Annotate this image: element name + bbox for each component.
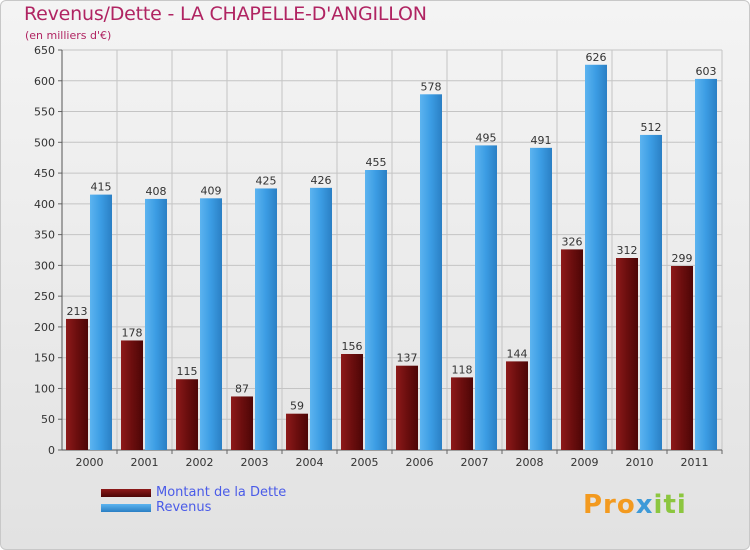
x-tick-label-2008: 2008 — [516, 456, 544, 469]
logo-part-2: x — [635, 490, 654, 520]
label-revenus-2008: 491 — [531, 134, 552, 147]
y-tick-label: 200 — [34, 321, 55, 334]
label-dette-2004: 59 — [290, 400, 304, 413]
bar-dette-2004 — [286, 413, 308, 450]
legend-swatch-revenus — [101, 504, 151, 512]
bar-dette-2009 — [561, 249, 583, 450]
label-dette-2001: 178 — [122, 326, 143, 339]
axes: 0 50 100 150 200 250 300 350 400 450 500 550 600 650 2… — [34, 44, 723, 469]
x-tick-label-2001: 2001 — [131, 456, 159, 469]
bar-revenus-2004 — [310, 187, 332, 450]
bar-revenus-2002 — [200, 198, 222, 450]
label-dette-2010: 312 — [617, 244, 638, 257]
bar-dette-2007 — [451, 377, 473, 450]
label-revenus-2003: 425 — [256, 174, 277, 187]
grid-lines — [61, 49, 723, 451]
bar-dette-2002 — [176, 379, 198, 450]
logo-part-1: Pro — [583, 490, 636, 520]
bar-dette-2011 — [671, 266, 693, 450]
y-tick-label: 400 — [34, 198, 55, 211]
y-tick-label: 650 — [34, 44, 55, 57]
x-tick-label-2005: 2005 — [351, 456, 379, 469]
y-tick-label: 350 — [34, 229, 55, 242]
proxiti-logo: Proxiti — [583, 490, 687, 520]
y-tick-label: 250 — [34, 290, 55, 303]
legend-label-revenus: Revenus — [156, 500, 212, 515]
label-dette-2003: 87 — [235, 382, 249, 395]
bar-dette-2000 — [66, 318, 88, 450]
bar-revenus-2003 — [255, 188, 277, 450]
bar-revenus-2000 — [90, 194, 112, 450]
y-tick-label: 50 — [41, 413, 55, 426]
label-dette-2011: 299 — [672, 252, 693, 265]
x-tick-label-2003: 2003 — [241, 456, 269, 469]
bar-revenus-2009 — [585, 64, 607, 451]
bar-dette-2003 — [231, 396, 253, 450]
chart-subtitle: (en milliers d'€) — [25, 29, 112, 42]
y-tick-label: 0 — [48, 444, 55, 457]
y-tick-label: 500 — [34, 136, 55, 149]
y-tick-label: 550 — [34, 106, 55, 119]
x-tick-label-2002: 2002 — [186, 456, 214, 469]
y-tick-label: 150 — [34, 352, 55, 365]
logo-part-3: iti — [653, 490, 687, 520]
label-revenus-2005: 455 — [366, 156, 387, 169]
label-dette-2000: 213 — [67, 305, 88, 318]
y-tick-label: 300 — [34, 259, 55, 272]
label-revenus-2009: 626 — [586, 51, 607, 64]
chart-title: Revenus/Dette - LA CHAPELLE-D'ANGILLON — [24, 3, 427, 25]
label-revenus-2004: 426 — [311, 174, 332, 187]
y-tick-label: 450 — [34, 167, 55, 180]
label-dette-2009: 326 — [562, 235, 583, 248]
legend-swatch-dette — [101, 489, 151, 497]
bar-revenus-2005 — [365, 170, 387, 450]
bars — [66, 64, 717, 451]
x-tick-label-2000: 2000 — [76, 456, 104, 469]
label-revenus-2011: 603 — [696, 65, 717, 78]
bar-revenus-2011 — [695, 78, 717, 450]
label-dette-2008: 144 — [507, 347, 528, 360]
x-tick-label-2011: 2011 — [681, 456, 709, 469]
label-dette-2005: 156 — [342, 340, 363, 353]
bar-revenus-2006 — [420, 94, 442, 451]
bar-dette-2006 — [396, 365, 418, 450]
bar-dette-2010 — [616, 258, 638, 450]
bar-revenus-2007 — [475, 145, 497, 450]
label-revenus-2007: 495 — [476, 131, 497, 144]
bar-dette-2001 — [121, 340, 143, 450]
y-tick-label: 100 — [34, 382, 55, 395]
x-tick-label-2009: 2009 — [571, 456, 599, 469]
bar-revenus-2001 — [145, 198, 167, 450]
label-dette-2002: 115 — [177, 365, 198, 378]
label-revenus-2002: 409 — [201, 184, 222, 197]
x-tick-label-2006: 2006 — [406, 456, 434, 469]
data-labels: 213 178 115 87 59 156 137 118 144 326 312 299 415 408… — [67, 51, 717, 413]
bar-revenus-2010 — [640, 134, 662, 450]
label-revenus-2001: 408 — [146, 185, 167, 198]
label-dette-2006: 137 — [397, 352, 418, 365]
label-revenus-2000: 415 — [91, 181, 112, 194]
bar-revenus-2008 — [530, 147, 552, 450]
label-revenus-2010: 512 — [641, 121, 662, 134]
label-dette-2007: 118 — [452, 363, 473, 376]
x-tick-label-2010: 2010 — [626, 456, 654, 469]
bar-dette-2005 — [341, 354, 363, 450]
y-tick-label: 600 — [34, 75, 55, 88]
x-tick-label-2007: 2007 — [461, 456, 489, 469]
bar-dette-2008 — [506, 361, 528, 450]
label-revenus-2006: 578 — [421, 80, 442, 93]
x-tick-label-2004: 2004 — [296, 456, 324, 469]
legend-label-dette: Montant de la Dette — [156, 485, 287, 500]
